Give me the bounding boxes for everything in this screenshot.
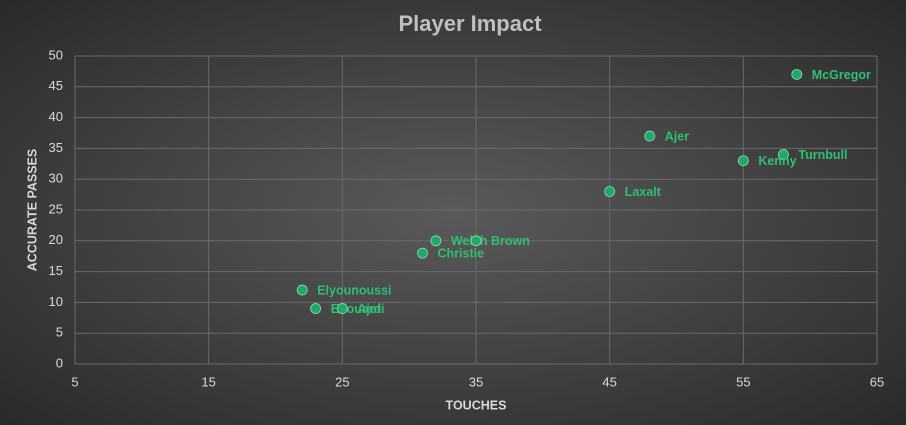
point (417, 247, 428, 259)
point (604, 186, 616, 197)
point (791, 69, 803, 80)
point-label: Elyounoussi (317, 283, 391, 297)
point (737, 155, 749, 167)
x-axis-title: TOUCHES (446, 398, 507, 412)
point (430, 235, 442, 247)
point (470, 235, 482, 247)
point-label: Laxalt (625, 185, 662, 199)
y-tick-label: 40 (49, 109, 63, 124)
x-tick-label: 65 (870, 374, 884, 389)
x-tick-label: 45 (602, 374, 616, 389)
point (336, 303, 348, 314)
y-tick-label: 25 (49, 201, 63, 216)
y-tick-label: 10 (49, 294, 63, 309)
y-tick-label: 15 (49, 263, 63, 278)
y-axis-title: ACCURATE PASSES (25, 149, 39, 271)
point-label: Brown (491, 234, 530, 248)
y-tick-label: 30 (49, 171, 63, 186)
point (296, 284, 308, 296)
point (644, 130, 656, 142)
point-label: Ajeti (357, 302, 384, 316)
point-label: Kenny (758, 154, 796, 168)
x-tick-label: 35 (469, 374, 483, 389)
point-label: Christie (438, 246, 485, 260)
x-tick-label: 5 (71, 374, 78, 389)
point-label: Turnbull (798, 148, 847, 162)
point-label: McGregor (812, 68, 871, 82)
x-tick-label: 25 (335, 374, 349, 389)
y-tick-label: 50 (49, 47, 63, 62)
y-tick-label: 5 (56, 325, 63, 340)
y-tick-label: 35 (49, 140, 63, 155)
point (310, 303, 322, 314)
y-tick-label: 0 (56, 355, 63, 370)
chart-title: Player Impact (398, 11, 542, 36)
y-tick-label: 20 (49, 232, 63, 247)
x-tick-label: 55 (736, 374, 750, 389)
x-tick-label: 15 (201, 374, 215, 389)
point-label: Ajer (665, 129, 689, 143)
y-tick-label: 45 (49, 78, 63, 93)
point (778, 149, 789, 160)
